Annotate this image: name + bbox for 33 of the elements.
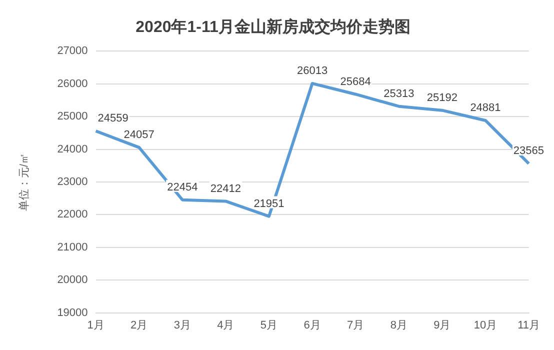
data-label: 21951 bbox=[254, 198, 284, 210]
x-tick-label: 4月 bbox=[217, 319, 234, 332]
data-label: 25192 bbox=[426, 92, 458, 104]
data-label: 22454 bbox=[167, 181, 198, 194]
y-tick-label: 21000 bbox=[57, 241, 88, 254]
x-tick-label: 3月 bbox=[174, 319, 191, 332]
x-tick-label: 6月 bbox=[304, 319, 321, 332]
x-tick-label: 8月 bbox=[390, 319, 408, 332]
y-tick-label: 24000 bbox=[57, 143, 88, 156]
x-tick-label: 5月 bbox=[260, 319, 278, 332]
x-tick-label: 10月 bbox=[474, 319, 498, 332]
data-label: 24559 bbox=[98, 112, 128, 125]
y-tick-label: 19000 bbox=[57, 306, 88, 319]
data-label: 26013 bbox=[296, 65, 328, 78]
y-tick-label: 25000 bbox=[57, 110, 88, 123]
y-axis-title: 单位：元/㎡ bbox=[18, 152, 31, 212]
y-tick-label: 23000 bbox=[57, 176, 88, 188]
data-label: 25313 bbox=[384, 88, 414, 100]
data-label: 25684 bbox=[340, 76, 371, 88]
data-label: 23565 bbox=[513, 145, 544, 158]
x-tick-label: 11月 bbox=[518, 319, 540, 332]
x-tick-label: 9月 bbox=[434, 319, 451, 332]
chart-title: 2020年1-11月金山新房成交均价走势图 bbox=[136, 17, 410, 36]
data-label: 24057 bbox=[124, 128, 154, 141]
x-tick-label: 7月 bbox=[347, 319, 364, 332]
x-tick-label: 2月 bbox=[130, 319, 148, 332]
x-tick-label: 1月 bbox=[87, 319, 104, 332]
data-label: 22412 bbox=[210, 182, 241, 195]
y-tick-label: 27000 bbox=[57, 45, 88, 58]
y-tick-label: 26000 bbox=[57, 78, 88, 90]
y-tick-label: 22000 bbox=[57, 208, 88, 221]
data-label: 24881 bbox=[470, 102, 501, 114]
y-tick-label: 20000 bbox=[57, 274, 88, 286]
